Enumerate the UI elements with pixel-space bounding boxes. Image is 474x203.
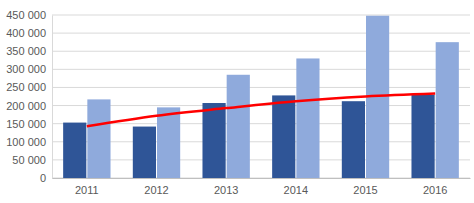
y-tick: 400 000 (6, 27, 52, 39)
bar (436, 42, 459, 178)
x-axis: 2011 2012 2013 2014 2015 2016 (53, 178, 471, 196)
y-tick-label: 50 000 (12, 154, 46, 166)
bar (133, 127, 156, 178)
x-tick-label: 2011 (75, 184, 99, 196)
bar (227, 75, 250, 178)
bar (202, 103, 225, 178)
x-tick-label: 2014 (284, 184, 308, 196)
x-tick-label: 2015 (353, 184, 377, 196)
grid-line (52, 87, 470, 88)
grid-line (52, 123, 470, 124)
grid-line (52, 51, 470, 52)
x-tick: 2013 (214, 178, 238, 196)
bar (87, 99, 110, 178)
x-tick: 2015 (353, 178, 377, 196)
x-tick-label: 2012 (144, 184, 168, 196)
plot: 0 50 000 100 000 150 000 200 000 250 000 300 0… (6, 9, 470, 196)
grid-line (52, 15, 470, 16)
bar (411, 95, 434, 178)
y-tick: 250 000 (6, 81, 52, 93)
y-tick-label: 350 000 (6, 45, 46, 57)
y-tick: 450 000 (6, 9, 52, 21)
y-axis: 0 50 000 100 000 150 000 200 000 250 000 300 0… (6, 9, 52, 184)
y-tick: 150 000 (6, 118, 52, 130)
y-tick: 300 000 (6, 63, 52, 75)
x-tick-label: 2016 (423, 184, 447, 196)
bar-series (87, 16, 459, 178)
y-tick-label: 400 000 (6, 27, 46, 39)
bar (296, 58, 319, 178)
y-tick-label: 200 000 (6, 100, 46, 112)
grid-line (52, 33, 470, 34)
x-tick: 2011 (75, 178, 99, 196)
grid (52, 15, 470, 178)
y-axis-line (52, 16, 53, 179)
bar (272, 95, 295, 178)
y-tick-label: 0 (40, 172, 46, 184)
y-tick-label: 250 000 (6, 81, 46, 93)
x-tick: 2014 (284, 178, 308, 196)
y-tick: 350 000 (6, 45, 52, 57)
grid-line (52, 69, 470, 70)
y-tick: 200 000 (6, 100, 52, 112)
y-tick-label: 100 000 (6, 136, 46, 148)
y-tick-label: 300 000 (6, 63, 46, 75)
grid-line (52, 178, 470, 179)
bar (342, 101, 365, 178)
grid-line (52, 159, 470, 160)
grid-line (52, 141, 470, 142)
y-tick: 100 000 (6, 136, 52, 148)
y-tick-label: 450 000 (6, 9, 46, 21)
x-tick: 2012 (144, 178, 168, 196)
bar (157, 107, 180, 178)
bar (63, 123, 86, 178)
y-tick-label: 150 000 (6, 118, 46, 130)
trend-line (87, 94, 435, 127)
y-tick: 0 (40, 172, 52, 184)
x-axis-line (53, 178, 471, 179)
y-tick: 50 000 (12, 154, 52, 166)
x-tick-label: 2013 (214, 184, 238, 196)
x-tick: 2016 (423, 178, 447, 196)
chart: 0 50 000 100 000 150 000 200 000 250 000 300 0… (0, 0, 474, 203)
marks (63, 16, 459, 178)
